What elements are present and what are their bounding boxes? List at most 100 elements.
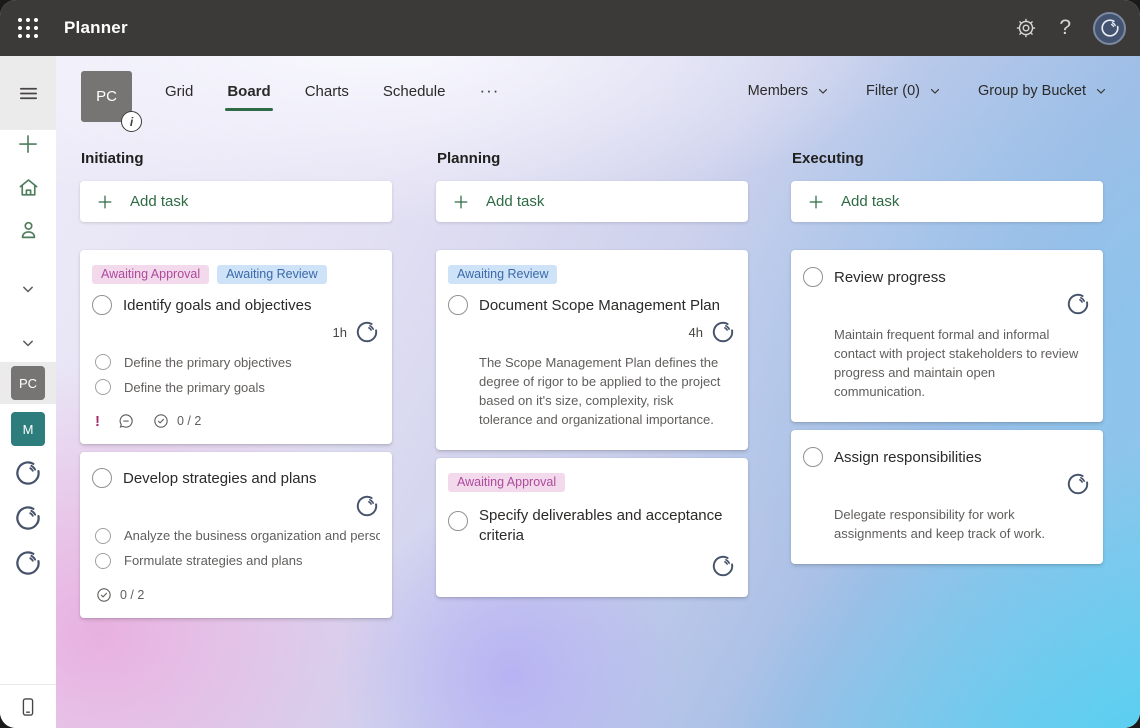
card-list: Awaiting Review Document Scope Managemen… — [436, 250, 748, 597]
rail-plan-item-selected[interactable]: PC — [0, 362, 56, 404]
priority-important-icon: ! — [95, 412, 100, 430]
chevron-down-icon — [818, 88, 828, 94]
kanban-board: Initiating Add task Awaiting Approval Aw… — [80, 150, 1140, 728]
main-content: PC i Grid Board Charts Schedule ··· Memb… — [56, 56, 1140, 728]
plus-icon — [98, 195, 112, 208]
left-rail: PC M — [0, 56, 56, 728]
assignee-ring-icon[interactable] — [354, 319, 380, 345]
task-description: Maintain frequent formal and informal co… — [834, 327, 1079, 400]
task-card[interactable]: Review progress Maintain frequent formal… — [791, 250, 1103, 423]
plan-header-avatar[interactable]: PC i — [81, 71, 142, 132]
assignee-ring-icon[interactable] — [1065, 471, 1091, 497]
account-avatar[interactable] — [1093, 11, 1126, 45]
assignee-ring-icon[interactable] — [710, 553, 736, 579]
add-task-label: Add task — [486, 193, 545, 210]
task-card[interactable]: Assign responsibilities Delegate respons… — [791, 430, 1103, 565]
bucket-executing: Executing Add task Review progress — [791, 150, 1103, 565]
bucket-initiating: Initiating Add task Awaiting Approval Aw… — [80, 150, 392, 618]
group-by-dropdown[interactable]: Group by Bucket — [978, 83, 1108, 99]
tab-board[interactable]: Board — [225, 79, 274, 111]
label-badges: Awaiting Approval — [448, 473, 736, 493]
rail-bottom-section — [0, 684, 56, 728]
info-icon[interactable]: i — [121, 111, 142, 132]
assignee-ring-icon[interactable] — [354, 493, 380, 519]
chevron-down-icon — [930, 88, 940, 94]
plan-avatar-pc: PC — [11, 366, 45, 400]
subtask-row: Analyze the business organization and pe… — [92, 527, 380, 544]
add-task-button[interactable]: Add task — [791, 181, 1103, 222]
bucket-name: Planning — [437, 150, 501, 167]
task-description: The Scope Management Plan defines the de… — [479, 355, 721, 428]
subtask-label: Define the primary objectives — [124, 354, 292, 370]
chevron-down-icon[interactable] — [0, 323, 56, 363]
task-card[interactable]: Awaiting Review Document Scope Managemen… — [436, 250, 748, 451]
task-complete-checkbox[interactable] — [92, 295, 112, 315]
label-badges: Awaiting Approval Awaiting Review — [92, 265, 380, 284]
chevron-down-icon — [1096, 88, 1106, 94]
rail-loading-avatar[interactable] — [13, 503, 43, 533]
top-bar: Planner ? — [0, 0, 1140, 56]
tab-grid[interactable]: Grid — [163, 79, 195, 104]
task-description: Delegate responsibility for work assignm… — [834, 507, 1045, 542]
assignee-ring-icon[interactable] — [1065, 291, 1091, 317]
task-card[interactable]: Develop strategies and plans Analyze the… — [80, 452, 392, 618]
add-task-label: Add task — [130, 193, 189, 210]
checklist-icon — [154, 414, 168, 428]
plan-avatar-m: M — [11, 412, 45, 446]
mobile-phone-icon[interactable] — [17, 696, 39, 718]
subtask-list: Define the primary objectives Define the… — [92, 354, 380, 396]
settings-gear-icon[interactable] — [1015, 17, 1037, 39]
subtask-checkbox[interactable] — [95, 354, 111, 371]
subtask-label: Define the primary goals — [124, 379, 265, 395]
rail-plan-item-m[interactable]: M — [0, 408, 56, 450]
hamburger-menu-icon[interactable] — [0, 73, 56, 113]
tab-charts[interactable]: Charts — [303, 79, 351, 104]
subtask-label: Formulate strategies and plans — [124, 553, 303, 568]
filter-label: Filter (0) — [866, 83, 920, 99]
home-icon[interactable] — [0, 167, 56, 207]
app-launcher-icon[interactable] — [0, 0, 56, 56]
people-icon[interactable] — [0, 210, 56, 250]
task-card[interactable]: Awaiting Approval Awaiting Review Identi… — [80, 250, 392, 445]
chevron-down-icon[interactable] — [0, 269, 56, 309]
label-badges: Awaiting Review — [448, 265, 736, 284]
plus-icon — [809, 195, 823, 208]
task-complete-checkbox[interactable] — [803, 447, 823, 468]
add-task-button[interactable]: Add task — [80, 181, 392, 222]
tab-schedule[interactable]: Schedule — [381, 79, 448, 104]
members-dropdown[interactable]: Members — [748, 83, 830, 99]
task-title: Develop strategies and plans — [123, 470, 317, 488]
checklist-progress: 0 / 2 — [95, 586, 144, 604]
checklist-icon — [97, 587, 111, 602]
subtask-checkbox[interactable] — [95, 379, 111, 396]
card-list: Review progress Maintain frequent formal… — [791, 250, 1103, 565]
task-card[interactable]: Awaiting Approval Specify deliverables a… — [436, 458, 748, 597]
view-controls: Members Filter (0) Group by Bucket — [748, 74, 1108, 108]
new-plan-plus-icon[interactable] — [0, 124, 56, 164]
subtask-checkbox[interactable] — [95, 527, 111, 544]
label-awaiting-approval: Awaiting Approval — [448, 473, 566, 493]
assignee-ring-icon[interactable] — [710, 319, 736, 345]
subtask-row: Define the primary goals — [92, 379, 380, 396]
add-task-label: Add task — [841, 193, 900, 210]
help-icon[interactable]: ? — [1059, 16, 1071, 39]
task-title: Identify goals and objectives — [123, 297, 312, 314]
label-awaiting-review: Awaiting Review — [217, 265, 327, 284]
bucket-name: Executing — [792, 150, 864, 167]
plus-icon — [454, 195, 468, 208]
task-complete-checkbox[interactable] — [92, 468, 112, 489]
rail-loading-avatar[interactable] — [13, 548, 43, 578]
add-task-button[interactable]: Add task — [436, 181, 748, 222]
tab-more-icon[interactable]: ··· — [477, 77, 501, 105]
task-complete-checkbox[interactable] — [448, 295, 468, 315]
bucket-planning: Planning Add task Awaiting Review Docume… — [436, 150, 748, 597]
task-complete-checkbox[interactable] — [803, 267, 823, 287]
checklist-count: 0 / 2 — [177, 414, 202, 429]
subtask-checkbox[interactable] — [95, 552, 111, 569]
task-complete-checkbox[interactable] — [448, 511, 468, 532]
task-title: Assign responsibilities — [834, 449, 982, 467]
filter-dropdown[interactable]: Filter (0) — [866, 83, 942, 99]
rail-loading-avatar[interactable] — [13, 458, 43, 488]
subtask-list: Analyze the business organization and pe… — [92, 527, 380, 569]
